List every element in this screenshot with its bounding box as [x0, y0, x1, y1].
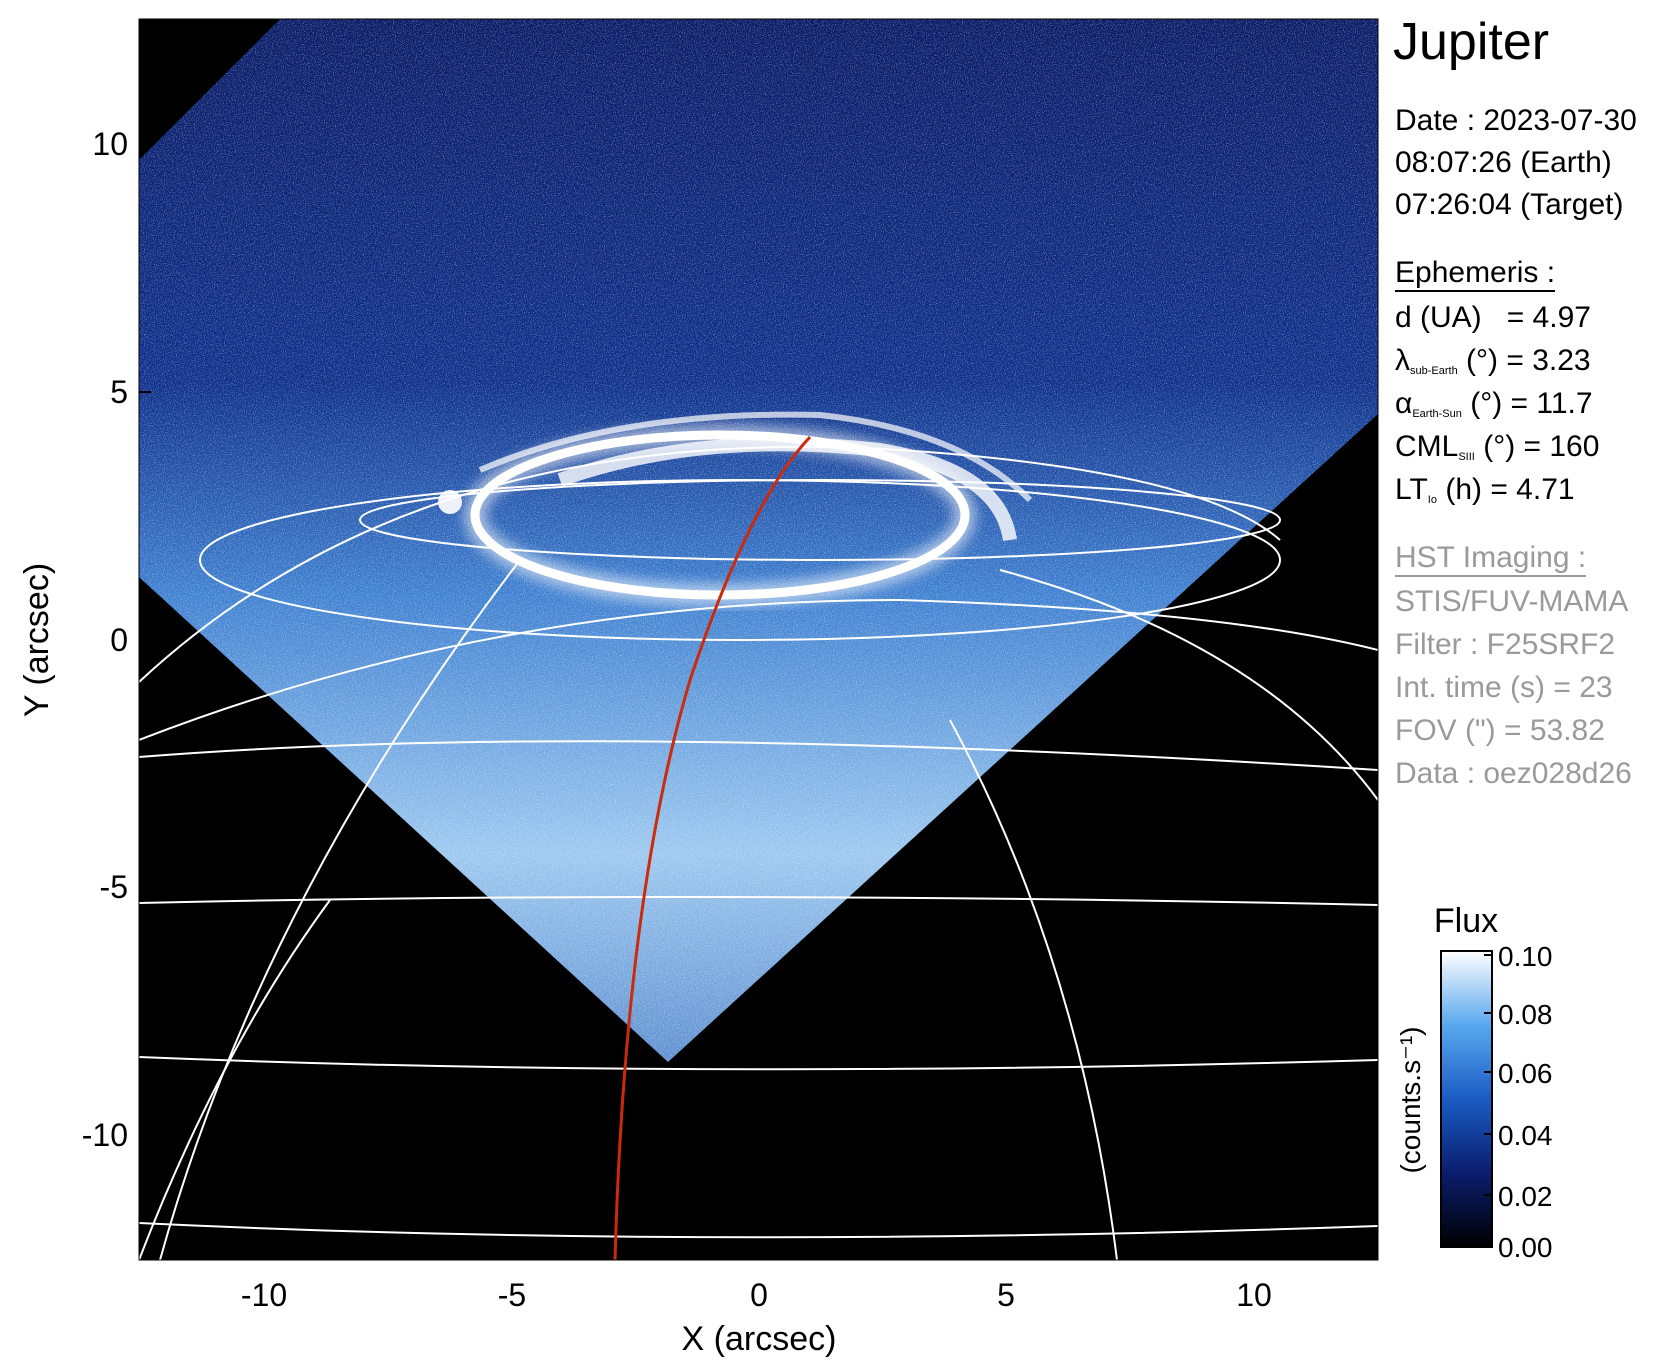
lambda-symbol: λ	[1395, 344, 1410, 377]
fov-noise	[139, 19, 1378, 1062]
y-axis-label: Y (arcsec)	[18, 563, 56, 717]
y-tick-label: 10	[92, 126, 128, 162]
hst-filter: Filter : F25SRF2	[1395, 628, 1616, 661]
y-tick-label: -10	[82, 1117, 128, 1153]
x-tick-label: -10	[241, 1277, 287, 1313]
ephemeris-heading-text: Ephemeris :	[1395, 256, 1556, 292]
ephemeris-distance: d (UA) = 4.97	[1395, 301, 1591, 335]
hst-int-time: Int. time (s) = 23	[1395, 671, 1613, 704]
lambda-sub: sub-Earth	[1410, 365, 1458, 377]
ephemeris-alpha: αEarth-Sun (°) = 11.7	[1395, 387, 1593, 421]
cml-sub: SIII	[1458, 451, 1475, 463]
y-tick-label: -5	[100, 869, 128, 905]
colorbar-units: (counts.s⁻¹)	[1395, 1026, 1426, 1173]
x-axis-label: X (arcsec)	[682, 1320, 837, 1358]
reference-meridian	[613, 435, 812, 1260]
colorbar-ticks	[1484, 954, 1492, 1196]
lat-lon-grid	[139, 445, 1378, 1260]
ephemeris-lt: LTIo (h) = 4.71	[1395, 473, 1575, 507]
alpha-symbol: α	[1395, 387, 1413, 420]
lt-value: (h) = 4.71	[1445, 473, 1575, 506]
colorbar-tick-label: 0.08	[1498, 999, 1553, 1030]
hst-fov: FOV (") = 53.82	[1395, 714, 1605, 747]
lt-sub: Io	[1427, 494, 1437, 506]
colorbar-title: Flux	[1434, 902, 1498, 940]
x-tick-labels: -10 -5 0 5 10	[241, 1277, 1272, 1313]
x-ticks	[263, 1248, 1255, 1260]
colorbar-tick-labels: 0.10 0.08 0.06 0.04 0.02 0.00	[1498, 941, 1553, 1263]
x-tick-label: 0	[750, 1277, 768, 1313]
x-tick-label: 10	[1236, 1277, 1272, 1313]
alpha-sub: Earth-Sun	[1412, 408, 1462, 420]
colorbar-tick-label: 0.04	[1498, 1120, 1553, 1151]
ephemeris-lambda: λsub-Earth (°) = 3.23	[1395, 344, 1591, 378]
distance-label: d (UA)	[1395, 301, 1482, 334]
cml-value: (°) = 160	[1483, 430, 1600, 463]
ephemeris-cml: CMLSIII (°) = 160	[1395, 430, 1599, 464]
alpha-value: (°) = 11.7	[1470, 387, 1593, 420]
y-tick-label: 5	[110, 374, 128, 410]
y-ticks	[139, 143, 151, 1136]
hst-heading: HST Imaging :	[1395, 541, 1587, 577]
lambda-value: (°) = 3.23	[1466, 344, 1591, 377]
colorbar	[1440, 950, 1493, 1248]
date-line: Date : 2023-07-30	[1395, 104, 1637, 137]
hst-instrument: STIS/FUV-MAMA	[1395, 585, 1629, 618]
colorbar-tick-label: 0.06	[1498, 1058, 1553, 1089]
lt-symbol: LT	[1395, 473, 1428, 506]
cml-symbol: CML	[1395, 430, 1459, 463]
x-tick-label: 5	[997, 1277, 1015, 1313]
figure-title: Jupiter	[1393, 13, 1550, 71]
ephemeris-heading: Ephemeris :	[1395, 256, 1556, 292]
colorbar-tick-label: 0.02	[1498, 1181, 1553, 1212]
hst-heading-text: HST Imaging :	[1395, 541, 1587, 577]
y-tick-label: 0	[110, 622, 128, 658]
distance-value: = 4.97	[1506, 301, 1591, 334]
x-tick-label: -5	[498, 1277, 526, 1313]
colorbar-tick-label: 0.10	[1498, 941, 1553, 972]
y-tick-labels: 10 5 0 -5 -10	[82, 126, 128, 1153]
colorbar-tick-label: 0.00	[1498, 1232, 1553, 1263]
earth-time: 08:07:26 (Earth)	[1395, 146, 1612, 179]
target-time: 07:26:04 (Target)	[1395, 188, 1624, 221]
hst-data: Data : oez028d26	[1395, 757, 1632, 790]
